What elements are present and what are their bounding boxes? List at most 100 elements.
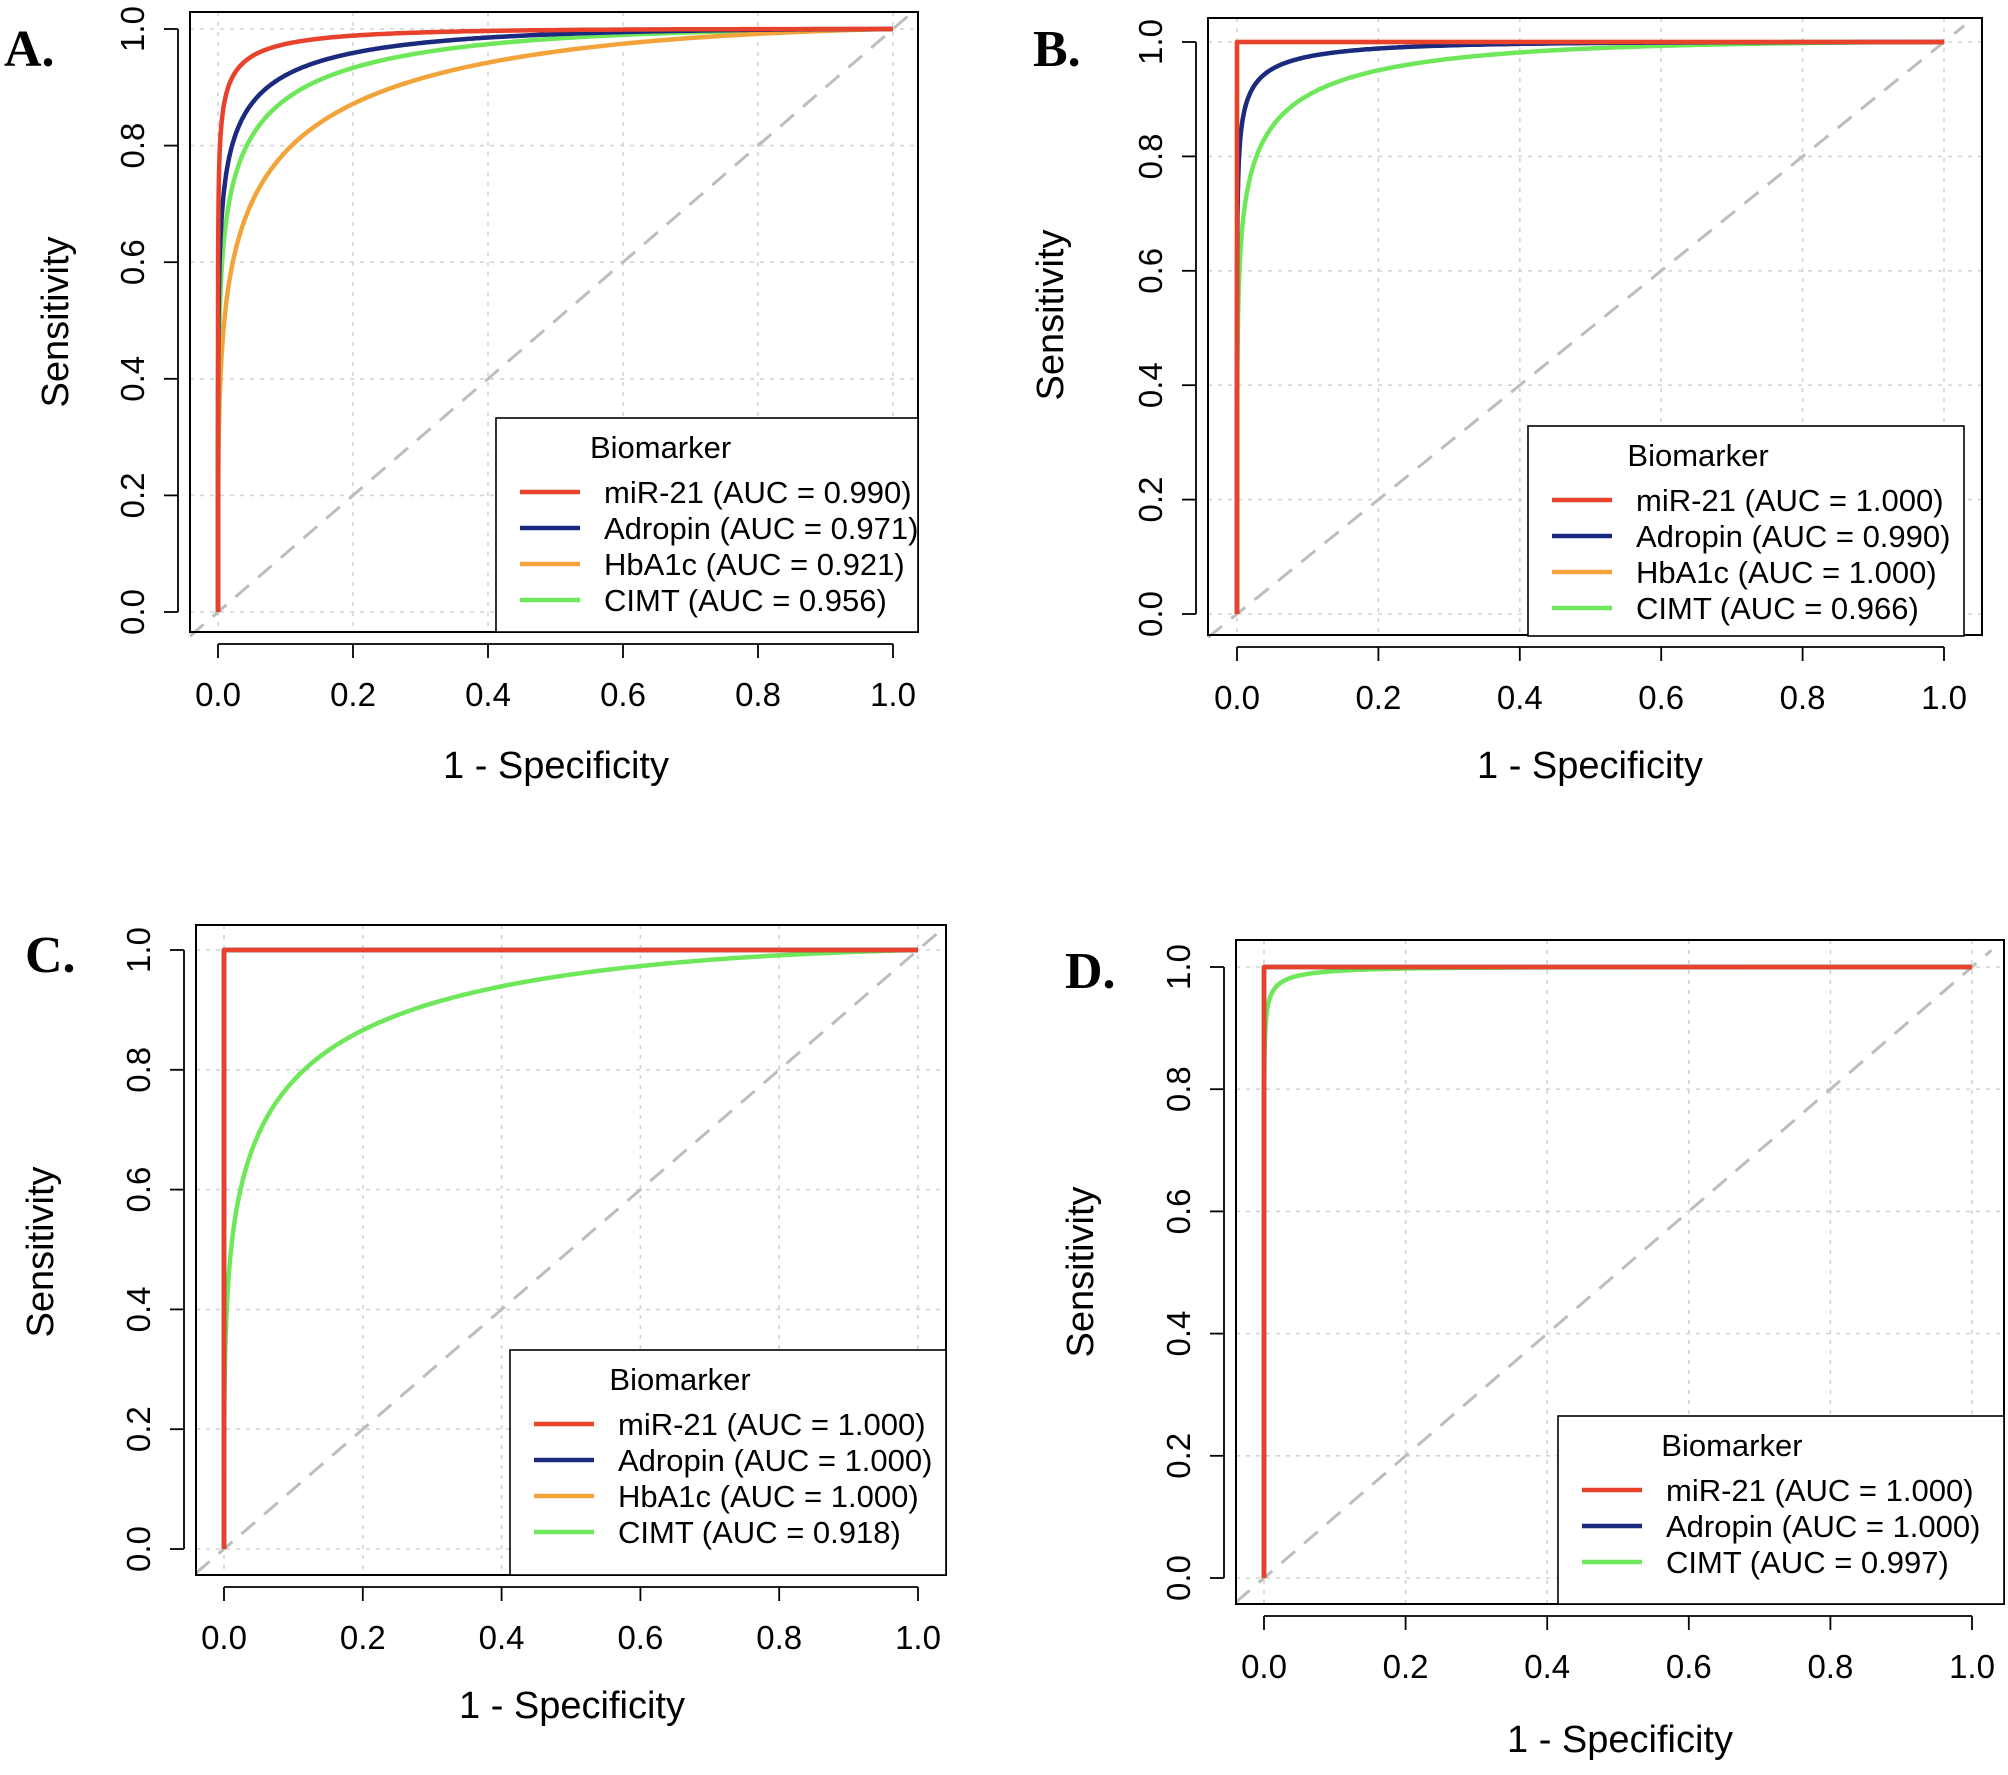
x-tick-label: 0.8	[735, 676, 781, 713]
y-axis-title: Sensitivity	[1060, 1186, 1102, 1357]
y-tick-label: 1.0	[114, 6, 151, 52]
legend-box	[1557, 1415, 2005, 1605]
y-axis-title: Sensitivity	[35, 236, 77, 407]
y-tick-label: 0.8	[1132, 133, 1169, 179]
y-axis-title: Sensitivity	[20, 1166, 62, 1337]
legend: Biomarker miR-21 (AUC = 0.990)Adropin (AU…	[495, 417, 919, 633]
x-tick-label: 1.0	[1921, 679, 1967, 716]
y-tick-label: 0.2	[120, 1406, 157, 1452]
legend-entry-label: CIMT (AUC = 0.956)	[604, 583, 887, 618]
legend-box	[495, 417, 919, 633]
y-tick-label: 0.4	[114, 356, 151, 402]
y-tick-label: 0.2	[114, 472, 151, 518]
x-tick-label: 0.8	[1780, 679, 1826, 716]
y-tick-label: 0.2	[1160, 1433, 1197, 1479]
y-tick-label: 0.0	[1160, 1555, 1197, 1601]
x-tick-label: 0.4	[465, 676, 511, 713]
roc-curve-series-1	[221, 947, 918, 1549]
x-axis-title: 1 - Specificity	[443, 745, 669, 787]
x-axis: 0.0 0.2 0.4 0.6 0.8 1.0 1 - Specificity	[201, 1586, 941, 1727]
y-axis-title: Sensitivity	[1030, 229, 1072, 400]
x-axis-title: 1 - Specificity	[1477, 745, 1703, 787]
legend-entry-label: CIMT (AUC = 0.966)	[1636, 591, 1919, 626]
diagonal-reference-line	[195, 931, 939, 1575]
x-tick-label: 0.6	[1666, 1648, 1712, 1685]
roc-curves	[221, 947, 919, 1549]
roc-curve-series-4	[221, 947, 919, 1549]
legend: Biomarker miR-21 (AUC = 1.000)Adropin (AU…	[1527, 425, 1965, 637]
x-tick-label: 0.4	[479, 1619, 525, 1656]
y-tick-label: 0.8	[1160, 1066, 1197, 1112]
x-tick-label: 0.4	[1497, 679, 1543, 716]
roc-curve-series-3	[215, 26, 894, 612]
x-tick-label: 0.2	[1355, 679, 1401, 716]
y-tick-label: 0.6	[1160, 1188, 1197, 1234]
legend-entry-label: CIMT (AUC = 0.997)	[1666, 1545, 1949, 1580]
legend-entry-label: Adropin (AUC = 0.990)	[1636, 519, 1950, 554]
roc-panel-2: B. 0.0 0.2 0.4 0.6 0.8 1.0 1 - Specificity 0.0 0.…	[1030, 17, 1983, 787]
x-tick-label: 0.8	[756, 1619, 802, 1656]
legend-entry-label: miR-21 (AUC = 1.000)	[618, 1407, 926, 1442]
x-tick-label: 0.2	[1383, 1648, 1429, 1685]
legend: Biomarker miR-21 (AUC = 1.000)Adropin (AU…	[509, 1349, 947, 1576]
legend-title: Biomarker	[1661, 1428, 1802, 1463]
diagonal-reference-line	[1207, 24, 1966, 639]
x-tick-label: 1.0	[1949, 1648, 1995, 1685]
y-tick-label: 1.0	[120, 927, 157, 973]
x-axis: 0.0 0.2 0.4 0.6 0.8 1.0 1 - Specificity	[195, 643, 916, 787]
legend-entry-label: miR-21 (AUC = 0.990)	[604, 475, 912, 510]
x-tick-label: 0.6	[617, 1619, 663, 1656]
roc-panel-3: C. 0.0 0.2 0.4 0.6 0.8 1.0 1 - Specificity 0.0 0.…	[20, 924, 947, 1727]
y-axis: 0.0 0.2 0.4 0.6 0.8 1.0 Sensitivity	[1030, 19, 1197, 637]
legend: Biomarker miR-21 (AUC = 1.000)Adropin (AU…	[1557, 1415, 2005, 1605]
legend-box	[509, 1349, 947, 1576]
roc-curves	[1261, 964, 1972, 1578]
x-tick-label: 0.0	[1214, 679, 1260, 716]
legend-entry-label: Adropin (AUC = 0.971)	[604, 511, 918, 546]
y-tick-label: 1.0	[1132, 19, 1169, 65]
legend-title: Biomarker	[609, 1362, 750, 1397]
legend-title: Biomarker	[590, 430, 731, 465]
y-tick-label: 0.2	[1132, 477, 1169, 523]
y-tick-label: 0.0	[114, 589, 151, 635]
legend-entry-label: Adropin (AUC = 1.000)	[618, 1443, 932, 1478]
x-tick-label: 0.0	[201, 1619, 247, 1656]
y-tick-label: 0.0	[1132, 591, 1169, 637]
x-tick-label: 0.6	[1638, 679, 1684, 716]
panel-letter: D.	[1065, 943, 1116, 1000]
y-tick-label: 0.0	[120, 1526, 157, 1572]
legend-entry-label: HbA1c (AUC = 1.000)	[1636, 555, 1937, 590]
legend-entry-label: CIMT (AUC = 0.918)	[618, 1515, 901, 1550]
y-tick-label: 0.6	[114, 239, 151, 285]
legend-entry-label: miR-21 (AUC = 1.000)	[1666, 1473, 1974, 1508]
x-axis: 0.0 0.2 0.4 0.6 0.8 1.0 1 - Specificity	[1241, 1615, 1995, 1761]
panel-letter: B.	[1033, 21, 1081, 78]
roc-curves	[215, 26, 894, 612]
panel-letter: C.	[25, 927, 76, 984]
x-tick-label: 0.2	[330, 676, 376, 713]
legend-box	[1527, 425, 1965, 637]
diagonal-reference-line	[1235, 948, 1993, 1604]
legend-entry-label: Adropin (AUC = 1.000)	[1666, 1509, 1980, 1544]
x-axis-title: 1 - Specificity	[459, 1685, 685, 1727]
y-tick-label: 0.4	[1160, 1311, 1197, 1357]
roc-curve-series-1	[1234, 39, 1944, 614]
diagonal-reference-line	[189, 10, 914, 638]
x-tick-label: 0.2	[340, 1619, 386, 1656]
roc-panel-4: D.0.0 0.2 0.4 0.6 0.8 1.01 - Specificity0.00.…	[1060, 939, 2005, 1761]
y-tick-label: 0.6	[120, 1167, 157, 1213]
y-tick-label: 1.0	[1160, 944, 1197, 990]
roc-curve-series-1	[1261, 964, 1972, 1578]
roc-curve-series-1	[215, 26, 893, 612]
roc-curves	[1234, 39, 1944, 614]
x-tick-label: 0.4	[1524, 1648, 1570, 1685]
panel-letter: A.	[4, 21, 55, 78]
x-tick-label: 0.8	[1807, 1648, 1853, 1685]
y-tick-label: 0.6	[1132, 248, 1169, 294]
legend-entry-label: miR-21 (AUC = 1.000)	[1636, 483, 1944, 518]
x-tick-label: 0.0	[1241, 1648, 1287, 1685]
roc-curve-series-4	[1234, 39, 1944, 614]
y-tick-label: 0.4	[120, 1286, 157, 1332]
y-tick-label: 0.8	[114, 123, 151, 169]
